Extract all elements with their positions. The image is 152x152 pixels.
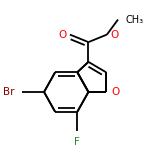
Text: F: F	[74, 137, 80, 147]
Text: O: O	[110, 30, 118, 40]
Text: O: O	[58, 30, 67, 40]
Text: Br: Br	[3, 87, 14, 97]
Text: O: O	[111, 87, 119, 97]
Text: CH₃: CH₃	[125, 15, 143, 24]
